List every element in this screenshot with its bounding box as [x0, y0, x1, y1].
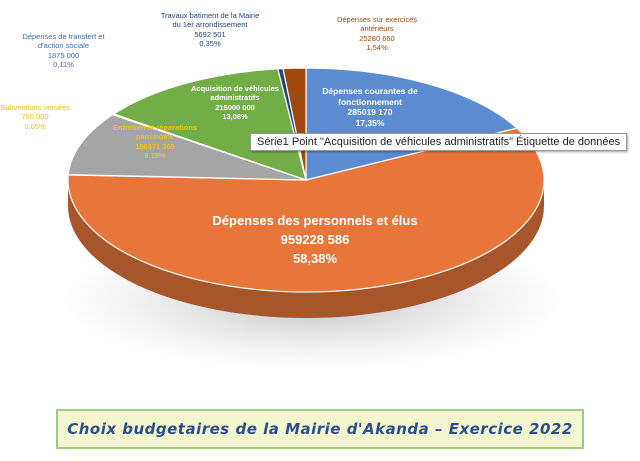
- label-personnels-line1: Dépenses des personnels et élus: [212, 213, 418, 228]
- label-acquisition-value: 215000 000: [215, 102, 255, 112]
- label-anterieurs-value: 25280 660: [359, 33, 395, 43]
- pie-chart[interactable]: [0, 0, 640, 400]
- data-label-anterieurs[interactable]: Dépenses sur exercices antérieurs 25280 …: [322, 15, 432, 53]
- label-subventions-value: 750 000: [21, 112, 49, 122]
- data-label-transfert[interactable]: Dépenses de transfert et d'action social…: [6, 32, 121, 70]
- data-label-courantes[interactable]: Dépenses courantes de fonctionnement 285…: [310, 86, 430, 129]
- data-label-subventions[interactable]: Subventions versées 750 000 0,05%: [0, 103, 70, 131]
- pie-slices: [67, 67, 545, 318]
- chart-title-box: Choix budgetaires de la Mairie d'Akanda …: [56, 409, 584, 449]
- pie-slice-courantes[interactable]: [305, 67, 519, 181]
- label-subventions-percent: 0,05%: [24, 121, 46, 131]
- pie-slice-side-personnels: [68, 180, 544, 318]
- data-label-entretien[interactable]: Entretien et réparations patrimoine 1503…: [100, 123, 210, 161]
- data-label-acquisition[interactable]: Acquisition de véhicules administratifs …: [180, 84, 290, 122]
- label-courantes-value: 285019 170: [347, 107, 393, 118]
- label-travaux-value: 5692 501: [194, 29, 226, 39]
- label-anterieurs-line2: antérieurs: [360, 24, 394, 34]
- label-transfert-value: 1875 000: [47, 50, 80, 60]
- label-travaux-percent: 0,35%: [199, 39, 221, 49]
- label-transfert-line1: Dépenses de transfert et: [22, 32, 105, 41]
- label-acquisition-line2: administratifs: [210, 93, 260, 103]
- label-entretien-percent: 9,15%: [144, 151, 166, 161]
- pie-slice-entretien[interactable]: [67, 113, 307, 181]
- label-travaux-line2: du 1er arrondissement: [172, 20, 248, 30]
- label-entretien-line2: patrimoine: [135, 132, 175, 142]
- label-courantes-line2: fonctionnement: [338, 96, 402, 107]
- label-entretien-line1: Entretien et réparations: [112, 123, 198, 132]
- label-transfert-line2: d'action sociale: [37, 41, 90, 51]
- pie-slice-anterieurs[interactable]: [282, 67, 307, 181]
- data-label-travaux[interactable]: Travaux batiment de la Mairie du 1er arr…: [140, 11, 280, 49]
- chart-area: Dépenses courantes de fonctionnement 285…: [0, 0, 640, 400]
- pie-slice-personnels[interactable]: [67, 127, 545, 293]
- label-courantes-percent: 17,35%: [355, 117, 385, 128]
- label-anterieurs-percent: 1,54%: [366, 43, 388, 53]
- label-courantes-line1: Dépenses courantes de: [322, 86, 418, 96]
- label-transfert-percent: 0,11%: [53, 60, 74, 70]
- label-travaux-line1: Travaux batiment de la Mairie: [160, 11, 260, 20]
- chart-tooltip: Série1 Point "Acquisition de véhicules a…: [250, 133, 628, 151]
- label-subventions-line1: Subventions versées: [0, 103, 70, 112]
- chart-title: Choix budgetaires de la Mairie d'Akanda …: [67, 420, 573, 438]
- label-entretien-value: 150371 305: [135, 141, 175, 151]
- label-personnels-percent: 58,38%: [292, 250, 338, 266]
- data-label-personnels[interactable]: Dépenses des personnels et élus 959228 5…: [185, 212, 445, 269]
- label-personnels-value: 959228 586: [280, 231, 350, 247]
- pie-slice-acquisition[interactable]: [112, 68, 307, 181]
- label-acquisition-line1: Acquisition de véhicules: [191, 84, 279, 93]
- label-anterieurs-line1: Dépenses sur exercices: [336, 15, 418, 24]
- label-acquisition-percent: 13,08%: [222, 112, 248, 122]
